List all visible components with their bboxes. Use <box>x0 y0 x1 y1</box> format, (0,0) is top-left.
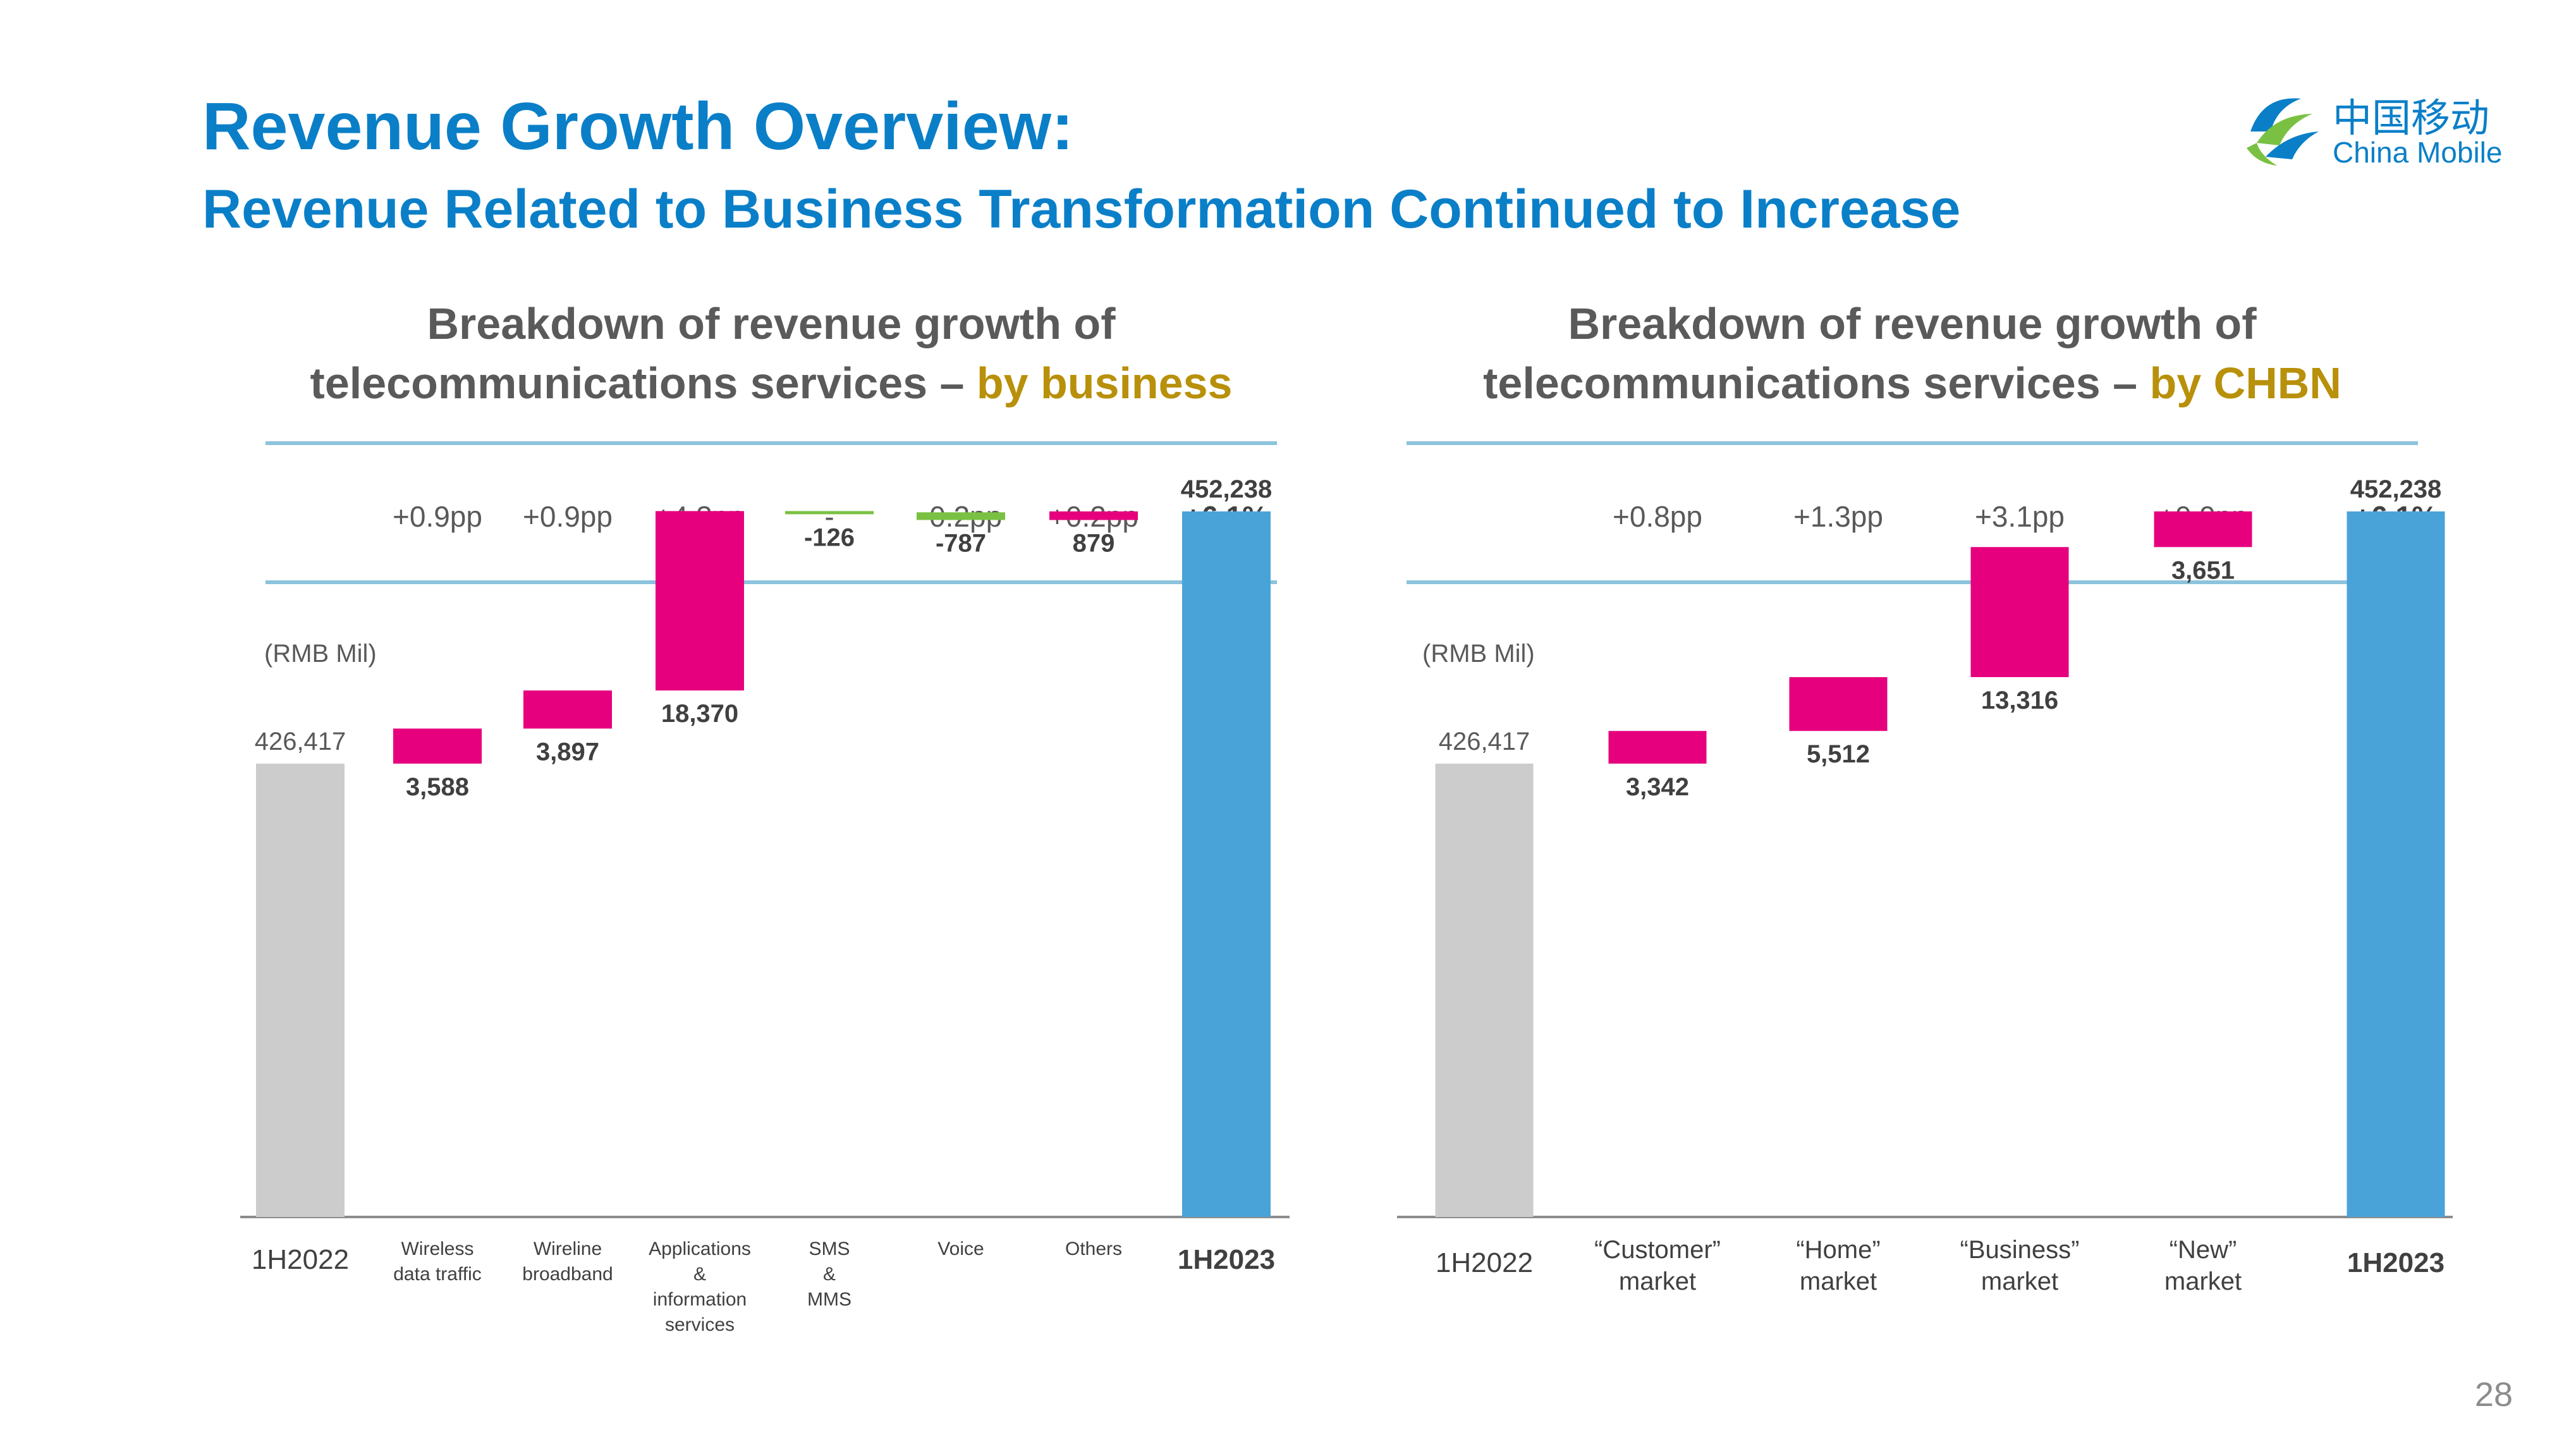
increase-bar <box>1790 677 1888 731</box>
category-label: “Business” market <box>1960 1236 2080 1295</box>
value-label: 426,417 <box>1439 728 1530 755</box>
category-label: 1H2022 <box>1436 1247 1533 1278</box>
page-number: 28 <box>2475 1375 2513 1414</box>
category-label: “New” market <box>2164 1236 2242 1295</box>
increase-bar <box>1971 547 2069 677</box>
increase-bar <box>1609 731 1707 764</box>
value-label: 3,342 <box>1626 773 1689 801</box>
increase-bar <box>2154 511 2252 547</box>
category-label: “Customer” market <box>1594 1236 1721 1295</box>
value-label: 5,512 <box>1807 740 1870 768</box>
value-label: 3,651 <box>2171 556 2235 584</box>
chbn-waterfall-chart: 426,417 1H2022 3,342 “Customer” market 5,512 “… <box>0 0 2576 1449</box>
category-label: 1H2023 <box>2347 1247 2445 1278</box>
value-label: 13,316 <box>1981 687 2058 714</box>
start-total-bar <box>1436 764 1534 1217</box>
value-label: 452,238 <box>2350 475 2442 503</box>
end-total-bar <box>2347 511 2445 1217</box>
category-label: “Home” market <box>1796 1236 1880 1295</box>
